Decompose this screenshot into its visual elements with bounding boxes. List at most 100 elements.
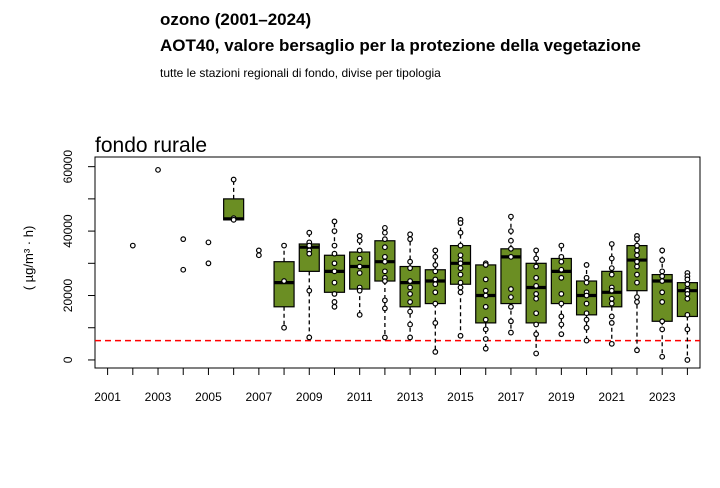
data-point-2024: [684, 281, 691, 288]
data-point-2022: [634, 242, 640, 249]
data-point-2018: [533, 282, 540, 289]
data-point-2011: [356, 263, 363, 270]
data-point-2021: [608, 265, 615, 272]
data-point-2018: [533, 247, 540, 254]
data-point-2013: [407, 321, 414, 328]
y-tick-label: 20000: [61, 279, 75, 313]
x-tick-label: 2023: [649, 390, 676, 404]
data-point-2014: [432, 253, 439, 260]
data-point-2017: [508, 253, 514, 260]
data-point-2010: [331, 268, 338, 275]
data-point-2020: [583, 316, 590, 323]
data-point-2006: [230, 176, 237, 183]
data-point-2014: [432, 276, 439, 283]
data-point-2019: [558, 266, 565, 273]
data-point-2012: [381, 253, 388, 260]
data-point-2016: [482, 336, 489, 342]
data-point-2021: [608, 300, 615, 307]
data-point-2003: [155, 166, 161, 173]
data-point-2017: [508, 237, 514, 244]
data-point-2018: [533, 255, 540, 262]
data-point-2019: [558, 331, 565, 338]
data-point-2023: [659, 273, 666, 280]
y-axis-label: ( µg/m³ · h): [21, 226, 36, 291]
data-point-2015: [457, 284, 464, 291]
data-point-2012: [381, 236, 388, 243]
x-tick-label: 2015: [447, 390, 474, 404]
data-point-2016: [482, 292, 489, 299]
data-point-2024: [684, 291, 691, 297]
chart-subtitle: AOT40, valore bersaglio per la protezion…: [160, 36, 641, 55]
data-point-2020: [583, 310, 590, 317]
data-point-2011: [356, 237, 363, 244]
data-point-2024: [684, 357, 691, 363]
x-tick-label: 2017: [498, 390, 525, 404]
data-point-2015: [457, 332, 464, 339]
data-point-2016: [482, 303, 489, 310]
box-2008: [273, 261, 295, 308]
data-point-2019: [558, 274, 565, 281]
data-point-2012: [381, 224, 388, 231]
data-point-2018: [533, 291, 540, 297]
data-point-2010: [331, 242, 338, 249]
x-tick-label: 2007: [246, 390, 273, 404]
data-point-2017: [508, 213, 514, 220]
data-point-2018: [533, 295, 540, 302]
x-tick-label: 2019: [548, 390, 575, 404]
chart-caption: tutte le stazioni regionali di fondo, di…: [160, 66, 441, 80]
x-tick-label: 2003: [145, 390, 172, 404]
data-point-2017: [508, 286, 514, 292]
data-point-2014: [432, 247, 439, 254]
data-point-2017: [508, 318, 514, 325]
data-point-2015: [457, 220, 464, 226]
data-point-2014: [432, 300, 439, 307]
data-point-2014: [432, 262, 439, 268]
data-point-2022: [634, 247, 640, 254]
data-point-2021: [608, 295, 615, 302]
data-point-2008: [281, 242, 287, 249]
data-point-2021: [608, 255, 615, 262]
data-point-2022: [634, 236, 640, 243]
data-point-2022: [634, 263, 640, 270]
data-point-2022: [634, 271, 640, 278]
data-point-2021: [608, 287, 615, 294]
x-tick-label: 2005: [195, 390, 222, 404]
data-point-2020: [583, 279, 590, 286]
data-point-2017: [508, 245, 514, 252]
data-point-2011: [356, 255, 363, 262]
data-point-2018: [533, 263, 540, 270]
data-point-2010: [331, 299, 338, 305]
data-point-2013: [407, 231, 414, 238]
data-point-2008: [281, 324, 287, 331]
data-point-2010: [331, 279, 338, 286]
x-tick-label: 2011: [347, 390, 373, 404]
data-point-2018: [533, 321, 540, 328]
data-point-2012: [381, 297, 388, 304]
data-point-2024: [684, 311, 691, 318]
data-point-2021: [608, 241, 615, 247]
data-point-2007: [255, 252, 262, 259]
data-point-2024: [684, 295, 691, 302]
data-point-2020: [583, 292, 590, 299]
data-point-2014: [432, 268, 439, 275]
x-tick-label: 2013: [397, 390, 424, 404]
data-point-2013: [407, 265, 414, 272]
data-point-2019: [558, 291, 565, 297]
data-point-2016: [482, 345, 489, 352]
data-point-2009: [306, 229, 313, 236]
data-point-2021: [608, 320, 615, 326]
data-point-2015: [457, 229, 464, 236]
data-point-2023: [659, 299, 666, 305]
data-point-2012: [381, 278, 388, 284]
data-point-2004: [180, 266, 187, 273]
data-point-2018: [533, 331, 540, 338]
data-point-2014: [432, 320, 439, 326]
data-point-2015: [457, 242, 464, 249]
data-point-2020: [583, 274, 590, 281]
data-point-2022: [634, 252, 640, 259]
data-point-2023: [659, 353, 666, 360]
data-point-2023: [659, 326, 666, 333]
data-point-2019: [558, 300, 565, 307]
chart-title: ozono (2001–2024): [160, 10, 312, 29]
